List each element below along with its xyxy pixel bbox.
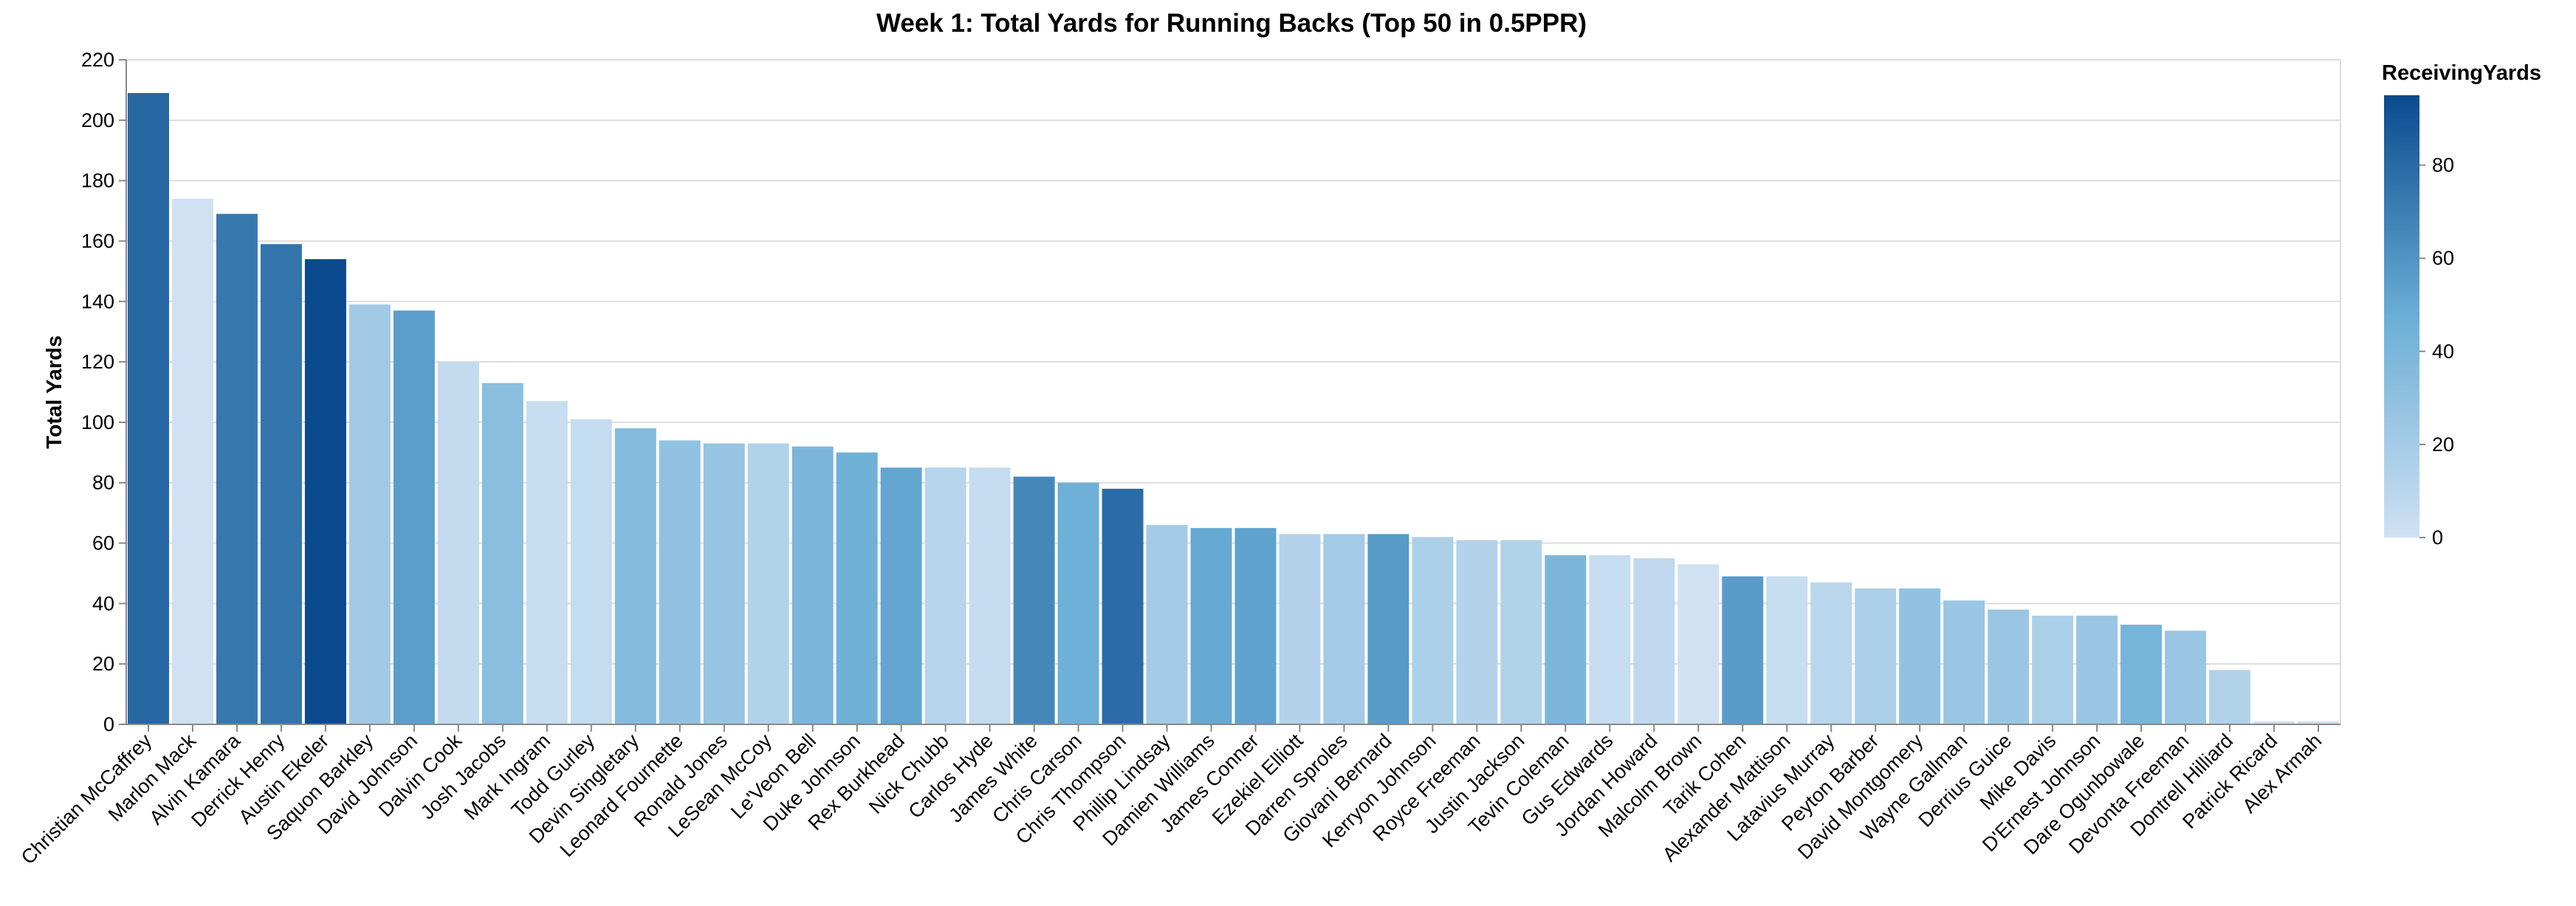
bar (1766, 576, 1808, 724)
bar (703, 443, 745, 724)
legend-tick-label: 40 (2432, 340, 2454, 363)
y-tick-label: 100 (81, 411, 114, 433)
bar (1234, 528, 1277, 724)
bar (1810, 582, 1852, 724)
bar (1102, 488, 1144, 724)
y-axis-title: Total Yards (43, 335, 66, 449)
bar (1677, 564, 1720, 724)
bar (1633, 558, 1675, 724)
bar (216, 213, 258, 724)
bar (747, 443, 789, 724)
bar (1146, 525, 1188, 724)
legend-tick-label: 80 (2432, 154, 2454, 176)
bar (1412, 537, 1454, 724)
bar (2298, 721, 2339, 724)
bar (1279, 534, 1321, 724)
legend-ticks: 0 20 40 60 80 (2419, 154, 2454, 549)
bar (1456, 540, 1498, 724)
bar (924, 467, 966, 724)
legend-title: ReceivingYards (2382, 61, 2541, 85)
bar (1722, 576, 1764, 724)
bar (570, 419, 612, 724)
y-tick-label: 0 (103, 713, 114, 735)
bar (836, 452, 878, 724)
y-tick-label: 60 (92, 532, 114, 555)
chart-title: Week 1: Total Yards for Running Backs (T… (876, 9, 1587, 38)
legend-tick-label: 0 (2432, 526, 2443, 549)
bar (880, 467, 922, 724)
bar (1500, 540, 1542, 724)
bar (128, 93, 169, 724)
bar (171, 199, 213, 724)
y-tick-label: 180 (81, 170, 114, 192)
bar (2165, 631, 2207, 724)
y-axis: 0 20 40 60 80 100 120 140 160 180 200 220 (81, 49, 127, 735)
bar (526, 401, 568, 724)
color-legend: ReceivingYards 0 20 40 60 80 (2382, 61, 2541, 549)
bar (304, 259, 346, 724)
bars (128, 93, 2339, 725)
bar (2209, 670, 2251, 724)
legend-tick-label: 20 (2432, 433, 2454, 456)
bar (481, 382, 523, 724)
bar (348, 304, 391, 724)
bar (1323, 534, 1365, 724)
y-tick-label: 160 (81, 230, 114, 252)
y-tick-label: 20 (92, 653, 114, 675)
y-tick-label: 120 (81, 351, 114, 373)
bar (260, 244, 302, 725)
bar (1545, 555, 1587, 724)
bar (1367, 534, 1409, 724)
bar (1013, 476, 1055, 724)
bar (791, 446, 834, 724)
legend-tick-label: 60 (2432, 247, 2454, 270)
bar (437, 362, 479, 724)
bar (1988, 609, 2030, 724)
y-tick-label: 80 (92, 472, 114, 494)
y-tick-label: 220 (81, 49, 114, 71)
bar (2032, 615, 2074, 724)
bar (1589, 555, 1631, 724)
y-tick-label: 40 (92, 592, 114, 614)
y-tick-label: 140 (81, 290, 114, 312)
legend-gradient-bar (2384, 95, 2419, 538)
bar (1899, 588, 1941, 724)
bar (1943, 600, 1985, 724)
bar (2253, 721, 2295, 724)
bar (659, 440, 701, 724)
bar (2076, 615, 2118, 724)
bar (1057, 482, 1099, 724)
bar (614, 428, 656, 724)
bar (2120, 625, 2163, 724)
bar (969, 467, 1011, 724)
bar (393, 310, 435, 725)
bar (1190, 528, 1232, 724)
bar (1855, 588, 1897, 724)
y-tick-label: 200 (81, 109, 114, 131)
